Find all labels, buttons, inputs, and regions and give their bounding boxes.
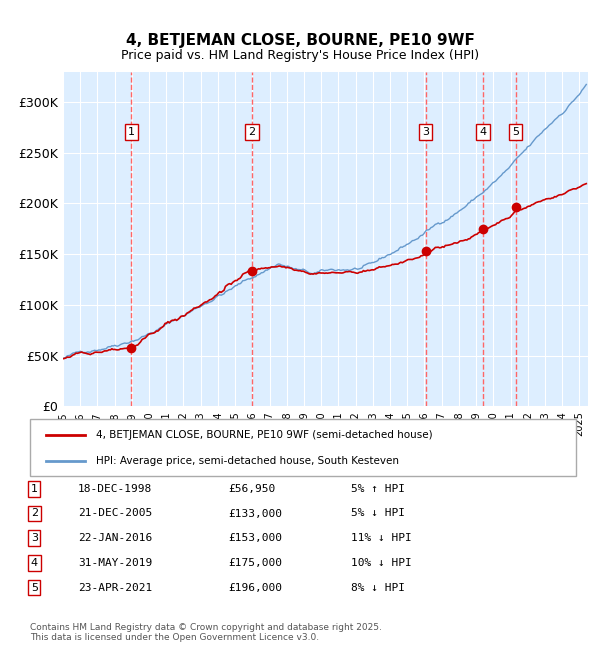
Text: 4: 4	[31, 558, 38, 568]
Text: HPI: Average price, semi-detached house, South Kesteven: HPI: Average price, semi-detached house,…	[95, 456, 398, 467]
FancyBboxPatch shape	[30, 419, 576, 476]
Text: 3: 3	[31, 533, 38, 543]
Text: 21-DEC-2005: 21-DEC-2005	[78, 508, 152, 519]
Text: 22-JAN-2016: 22-JAN-2016	[78, 533, 152, 543]
Text: £133,000: £133,000	[228, 508, 282, 519]
Text: 2: 2	[248, 127, 256, 136]
Text: 4, BETJEMAN CLOSE, BOURNE, PE10 9WF: 4, BETJEMAN CLOSE, BOURNE, PE10 9WF	[125, 32, 475, 48]
Text: 11% ↓ HPI: 11% ↓ HPI	[351, 533, 412, 543]
Text: £175,000: £175,000	[228, 558, 282, 568]
Text: 18-DEC-1998: 18-DEC-1998	[78, 484, 152, 494]
Text: £56,950: £56,950	[228, 484, 275, 494]
Text: 2: 2	[31, 508, 38, 519]
Text: 10% ↓ HPI: 10% ↓ HPI	[351, 558, 412, 568]
Text: £196,000: £196,000	[228, 582, 282, 593]
Text: 5% ↑ HPI: 5% ↑ HPI	[351, 484, 405, 494]
Text: 5: 5	[512, 127, 520, 136]
Text: 5% ↓ HPI: 5% ↓ HPI	[351, 508, 405, 519]
Text: 4: 4	[479, 127, 487, 136]
Text: 4, BETJEMAN CLOSE, BOURNE, PE10 9WF (semi-detached house): 4, BETJEMAN CLOSE, BOURNE, PE10 9WF (sem…	[95, 430, 432, 439]
Text: 31-MAY-2019: 31-MAY-2019	[78, 558, 152, 568]
Text: Price paid vs. HM Land Registry's House Price Index (HPI): Price paid vs. HM Land Registry's House …	[121, 49, 479, 62]
Text: 23-APR-2021: 23-APR-2021	[78, 582, 152, 593]
Text: 8% ↓ HPI: 8% ↓ HPI	[351, 582, 405, 593]
Text: Contains HM Land Registry data © Crown copyright and database right 2025.
This d: Contains HM Land Registry data © Crown c…	[30, 623, 382, 642]
Text: 1: 1	[128, 127, 134, 136]
Text: £153,000: £153,000	[228, 533, 282, 543]
Text: 3: 3	[422, 127, 429, 136]
Text: 5: 5	[31, 582, 38, 593]
Text: 1: 1	[31, 484, 38, 494]
